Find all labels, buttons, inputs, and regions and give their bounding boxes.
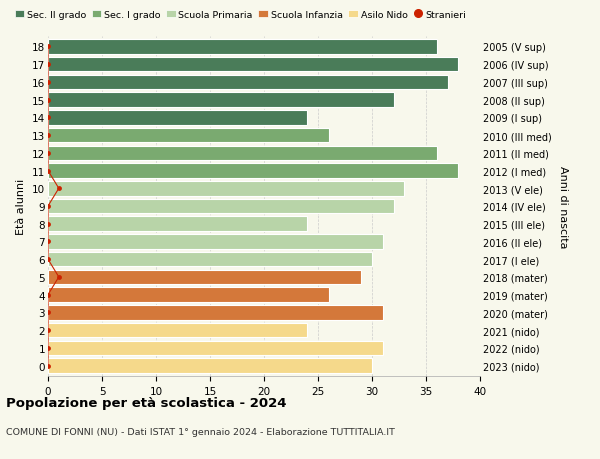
Bar [48,252,372,267]
Bar [48,358,372,373]
Bar [48,199,394,214]
Bar [48,93,394,108]
Bar [48,58,458,72]
Bar [48,146,437,161]
Bar [48,111,307,125]
Legend: Sec. II grado, Sec. I grado, Scuola Primaria, Scuola Infanzia, Asilo Nido, Stran: Sec. II grado, Sec. I grado, Scuola Prim… [11,7,470,23]
Bar [48,270,361,285]
Bar [48,323,307,338]
Bar [48,164,458,179]
Bar [48,341,383,355]
Bar [48,288,329,302]
Y-axis label: Anni di nascita: Anni di nascita [558,165,568,248]
Bar [48,75,448,90]
Bar [48,305,383,320]
Bar [48,129,329,143]
Text: COMUNE DI FONNI (NU) - Dati ISTAT 1° gennaio 2024 - Elaborazione TUTTITALIA.IT: COMUNE DI FONNI (NU) - Dati ISTAT 1° gen… [6,427,395,436]
Bar [48,40,437,55]
Bar [48,235,383,249]
Y-axis label: Età alunni: Età alunni [16,179,26,235]
Bar [48,182,404,196]
Bar [48,217,307,231]
Text: Popolazione per età scolastica - 2024: Popolazione per età scolastica - 2024 [6,396,287,409]
